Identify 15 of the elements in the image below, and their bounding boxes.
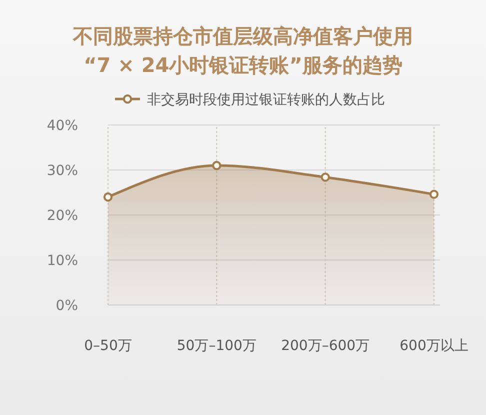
point bbox=[320, 172, 330, 182]
point bbox=[103, 192, 113, 202]
point bbox=[212, 160, 222, 170]
y-tick-label: 30% bbox=[46, 162, 78, 179]
point bbox=[429, 190, 439, 199]
y-tick-label: 10% bbox=[46, 252, 78, 269]
y-tick-label: 40% bbox=[46, 118, 78, 134]
legend-label: 非交易时段使用过银证转账的人数占比 bbox=[147, 92, 385, 108]
x-tick-label: 200万–600万 bbox=[281, 338, 370, 354]
y-tick-label: 20% bbox=[46, 208, 78, 224]
y-tick-label: 0% bbox=[56, 298, 78, 314]
x-tick-label: 50万–100万 bbox=[176, 338, 256, 354]
x-tick-label: 0–50万 bbox=[84, 338, 132, 354]
x-tick-label: 600万以上 bbox=[400, 338, 468, 354]
chart-title: 不同股票持仓市值层级高净值客户使用 “7 × 24小时银证转账”服务的趋势 bbox=[72, 24, 413, 77]
